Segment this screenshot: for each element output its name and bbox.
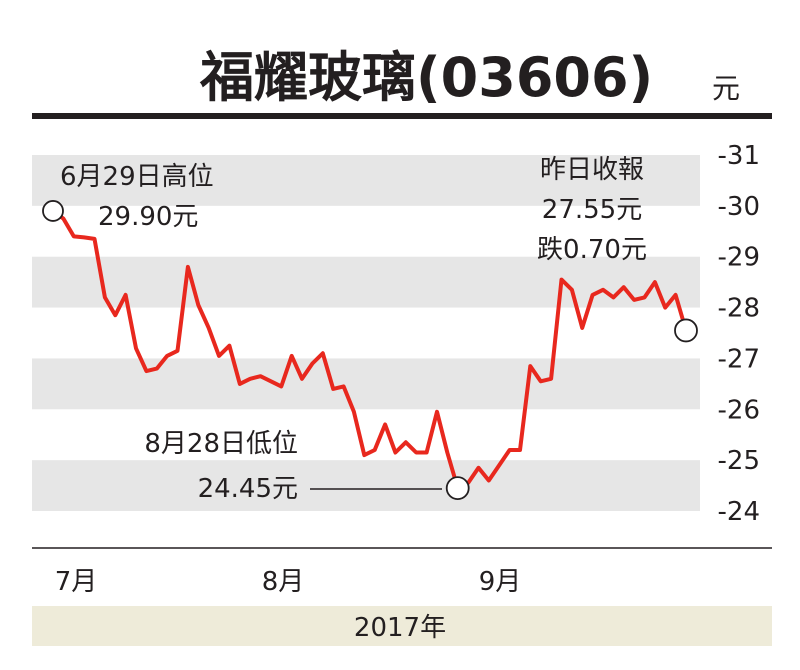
month-label-jul: 7月 — [55, 567, 98, 597]
last-annotation-change: 跌0.70元 — [537, 235, 647, 265]
high-annotation-value: 29.90元 — [98, 202, 198, 232]
y-tick-label: -29 — [718, 243, 760, 273]
y-axis: -24 -25 -26 -27 -28 -29 -30 -31 — [718, 141, 760, 527]
last-annotation-label: 昨日收報 — [540, 155, 644, 185]
y-tick-label: -27 — [718, 344, 760, 374]
last-marker — [674, 318, 698, 343]
high-marker — [42, 200, 64, 222]
y-tick-label: -24 — [718, 497, 760, 527]
low-marker — [445, 476, 470, 501]
y-tick-label: -28 — [718, 294, 760, 324]
title-rule — [32, 113, 772, 119]
background-bands — [32, 155, 700, 511]
month-label-sep: 9月 — [479, 567, 522, 597]
y-tick-label: -31 — [718, 141, 760, 171]
y-tick-label: -30 — [718, 192, 760, 222]
low-annotation-label: 8月28日低位 — [144, 429, 298, 459]
year-label: 2017年 — [354, 613, 446, 643]
y-tick-label: -26 — [718, 395, 760, 425]
last-annotation-value: 27.55元 — [542, 195, 642, 225]
low-annotation-value: 24.45元 — [198, 474, 298, 504]
series-line — [51, 208, 688, 491]
y-tick-label: -25 — [718, 446, 760, 476]
unit-label: 元 — [712, 72, 740, 105]
high-annotation-label: 6月29日高位 — [60, 162, 214, 192]
band — [32, 358, 700, 410]
band — [32, 460, 700, 511]
band — [32, 155, 700, 206]
month-label-aug: 8月 — [262, 567, 305, 597]
year-footer — [32, 606, 772, 646]
band — [32, 256, 700, 308]
chart-title: 福耀玻璃(03606) — [199, 46, 653, 109]
